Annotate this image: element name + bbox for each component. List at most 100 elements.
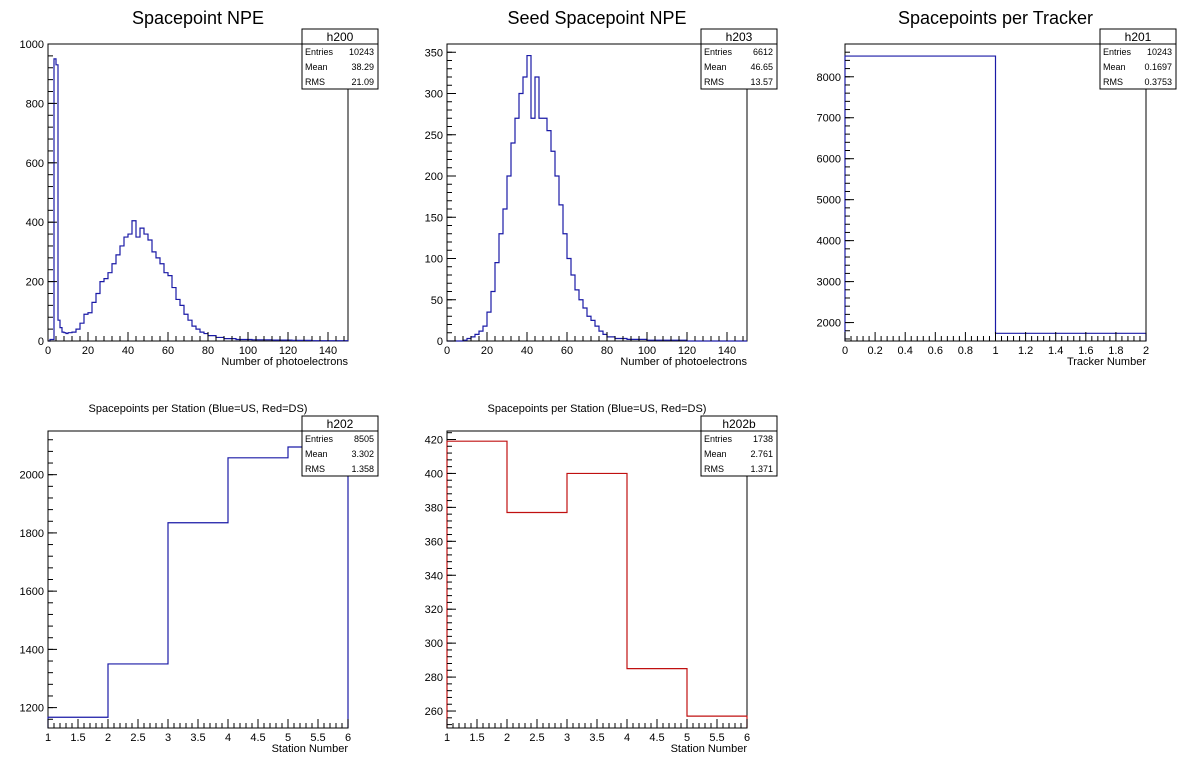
x-axis-label: Station Number [272,743,349,755]
stats-box-name: h202b [722,417,756,431]
x-tick-label: 2.5 [529,732,544,744]
chart-title: Spacepoints per Tracker [898,8,1093,28]
x-tick-label: 120 [678,345,696,357]
x-tick-label: 40 [122,345,134,357]
x-tick-label: 20 [82,345,94,357]
stats-value: 10243 [349,47,374,57]
stats-value: 10243 [1147,47,1172,57]
y-tick-label: 320 [425,604,443,616]
y-tick-label: 50 [431,295,443,307]
histogram-line [446,440,748,728]
histogram-line [844,55,1147,341]
y-tick-label: 5000 [817,195,841,207]
x-tick-label: 1.8 [1108,345,1123,357]
histogram-line [447,54,747,342]
chart-title: Spacepoint NPE [132,8,264,28]
x-tick-label: 2 [504,732,510,744]
x-tick-label: 6 [345,732,351,744]
x-tick-label: 80 [601,345,613,357]
y-tick-label: 4000 [817,236,841,248]
stats-label: Mean [704,62,727,72]
stats-label: Mean [1103,62,1126,72]
x-tick-label: 0.2 [867,345,882,357]
histogram-line [48,58,349,342]
stats-value: 1738 [753,434,773,444]
y-tick-label: 380 [425,502,443,514]
x-tick-label: 120 [279,345,297,357]
x-tick-label: 4.5 [649,732,664,744]
x-tick-label: 2 [105,732,111,744]
y-tick-label: 1800 [20,528,44,540]
stats-label: RMS [305,464,325,474]
y-tick-label: 600 [26,158,44,170]
stats-box: h200 Entries 10243 Mean 38.29 RMS 21.09 [301,28,379,90]
stats-label: RMS [704,464,724,474]
stats-box: h202 Entries 8505 Mean 3.302 RMS 1.358 [301,415,379,477]
x-tick-label: 1 [444,732,450,744]
stats-box-name: h203 [726,30,753,44]
stats-label: Entries [704,434,733,444]
y-tick-label: 2000 [817,318,841,330]
stats-box: h202b Entries 1738 Mean 2.761 RMS 1.371 [700,415,778,477]
x-tick-label: 0 [842,345,848,357]
x-tick-label: 100 [638,345,656,357]
x-tick-label: 0.4 [898,345,913,357]
stats-label: Mean [704,449,727,459]
x-tick-label: 2.5 [130,732,145,744]
y-tick-label: 340 [425,570,443,582]
stats-label: Entries [305,434,334,444]
y-tick-label: 100 [425,254,443,266]
x-tick-label: 140 [319,345,337,357]
y-tick-label: 250 [425,130,443,142]
y-tick-label: 350 [425,47,443,59]
x-tick-label: 1 [992,345,998,357]
y-tick-label: 420 [425,434,443,446]
chart-title: Seed Spacepoint NPE [507,8,686,28]
histogram-panel-5: Spacepoints per Station (Blue=US, Red=DS… [425,403,778,755]
x-tick-label: 5 [684,732,690,744]
x-tick-label: 4.5 [250,732,265,744]
stats-value: 2.761 [750,449,773,459]
stats-box: h201 Entries 10243 Mean 0.1697 RMS 0.3753 [1099,28,1177,90]
chart-title: Spacepoints per Station (Blue=US, Red=DS… [89,403,308,415]
y-tick-label: 280 [425,672,443,684]
plot-frame [47,43,349,342]
stats-value: 38.29 [351,62,374,72]
x-axis-label: Tracker Number [1067,356,1146,368]
stats-box-name: h200 [327,30,354,44]
histogram-panel-1: Spacepoint NPE 0 20 40 60 80 100 120 140 0 200 400 6… [20,8,379,368]
x-tick-label: 5 [285,732,291,744]
x-tick-label: 3 [165,732,171,744]
x-tick-label: 1.2 [1018,345,1033,357]
x-tick-label: 20 [481,345,493,357]
x-tick-label: 1.5 [70,732,85,744]
x-tick-label: 5.5 [310,732,325,744]
stats-box: h203 Entries 6612 Mean 46.65 RMS 13.57 [700,28,778,90]
stats-box-name: h201 [1125,30,1152,44]
stats-label: Mean [305,449,328,459]
x-tick-label: 80 [202,345,214,357]
x-tick-label: 0 [45,345,51,357]
y-tick-label: 200 [26,277,44,289]
y-tick-label: 300 [425,89,443,101]
x-tick-label: 3 [564,732,570,744]
stats-label: RMS [704,77,724,87]
x-tick-label: 1.6 [1078,345,1093,357]
x-tick-label: 1 [45,732,51,744]
stats-label: Mean [305,62,328,72]
x-tick-label: 1.4 [1048,345,1063,357]
histogram-panel-4: Spacepoints per Station (Blue=US, Red=DS… [20,403,379,755]
x-tick-label: 0 [444,345,450,357]
stats-value: 6612 [753,47,773,57]
y-tick-label: 400 [425,468,443,480]
x-tick-label: 2 [1143,345,1149,357]
stats-value: 3.302 [351,449,374,459]
x-tick-label: 4 [225,732,231,744]
y-tick-label: 400 [26,217,44,229]
x-tick-label: 1.5 [469,732,484,744]
chart-title: Spacepoints per Station (Blue=US, Red=DS… [488,403,707,415]
y-tick-label: 7000 [817,113,841,125]
y-tick-label: 360 [425,536,443,548]
stats-box-frame [700,415,778,477]
